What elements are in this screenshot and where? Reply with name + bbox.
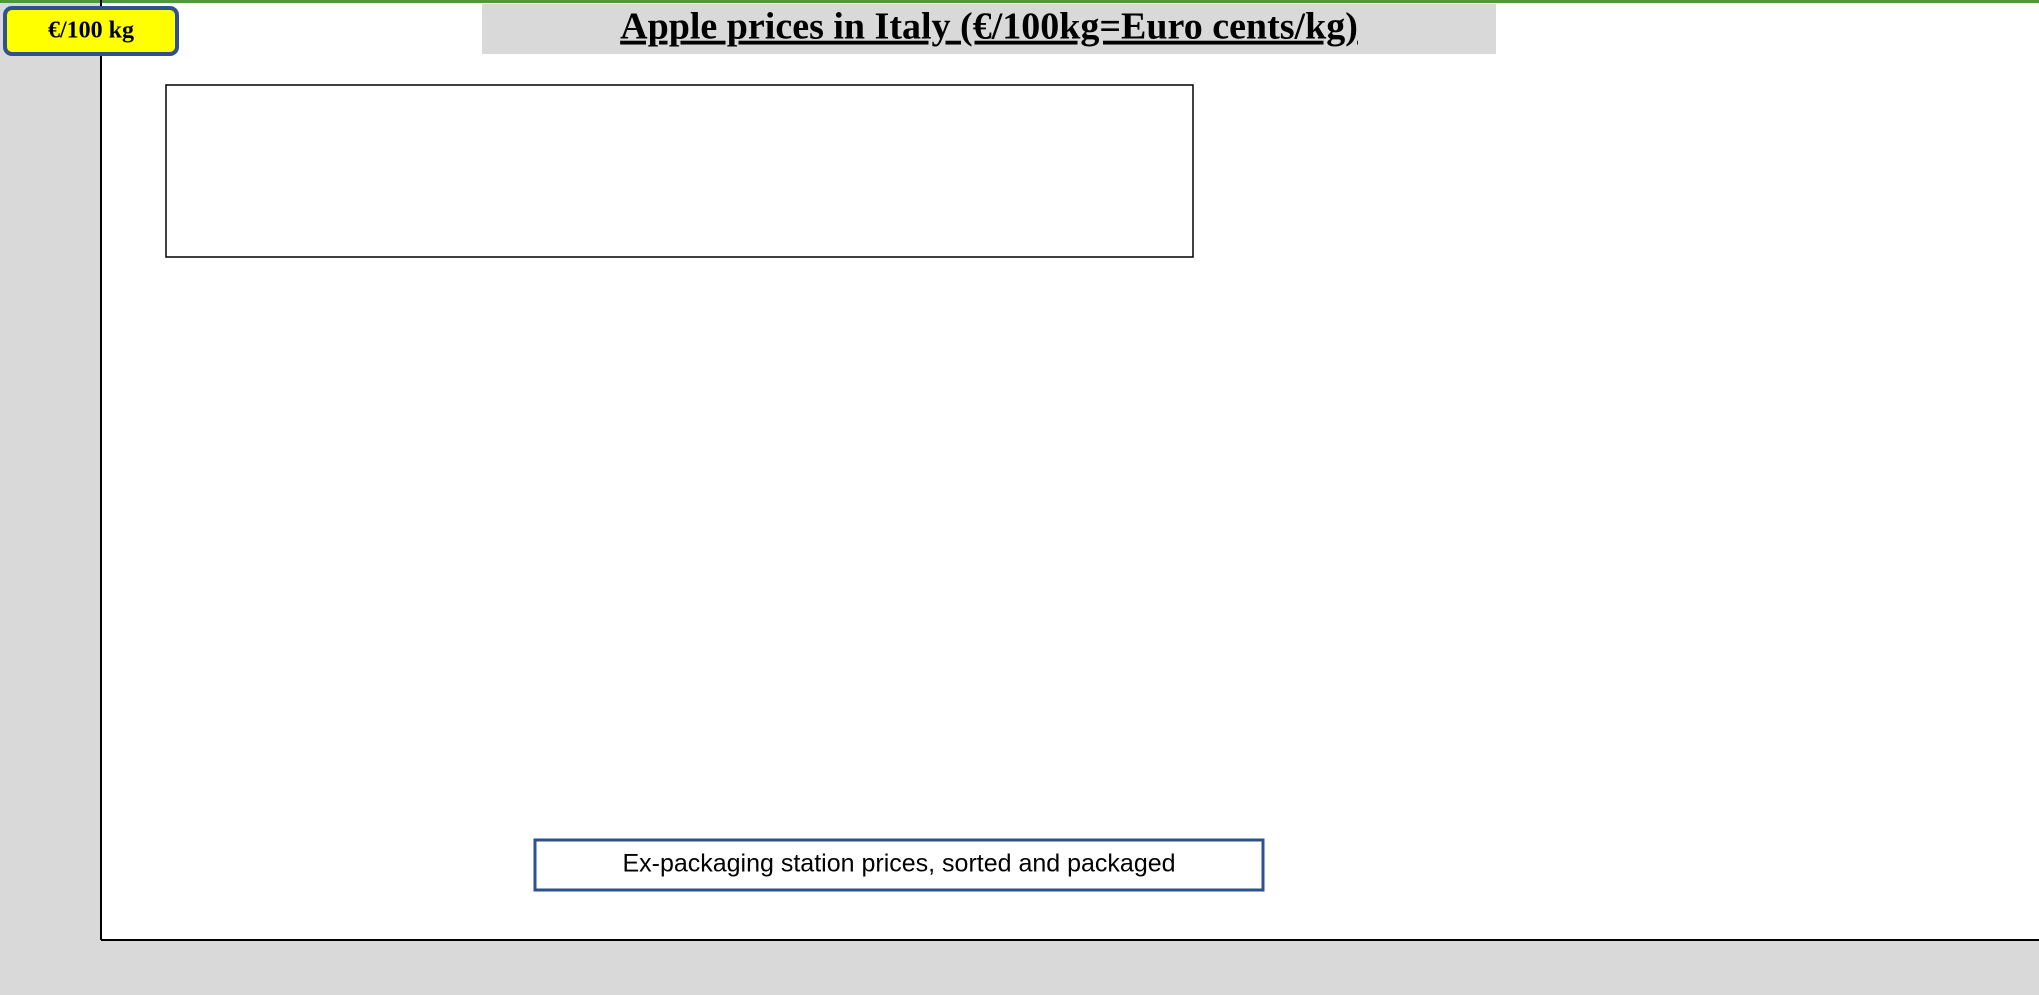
chart-title: Apple prices in Italy (€/100kg=Euro cent…: [620, 6, 1358, 48]
annotation: Ex-packaging station prices, sorted and …: [622, 850, 1175, 878]
unit-box: [3, 6, 179, 56]
title-box: [482, 4, 1496, 54]
annotation-box: [533, 838, 1265, 892]
legend: [165, 84, 1194, 258]
top-border: [0, 0, 2039, 3]
unit-label: €/100 kg: [48, 18, 134, 44]
